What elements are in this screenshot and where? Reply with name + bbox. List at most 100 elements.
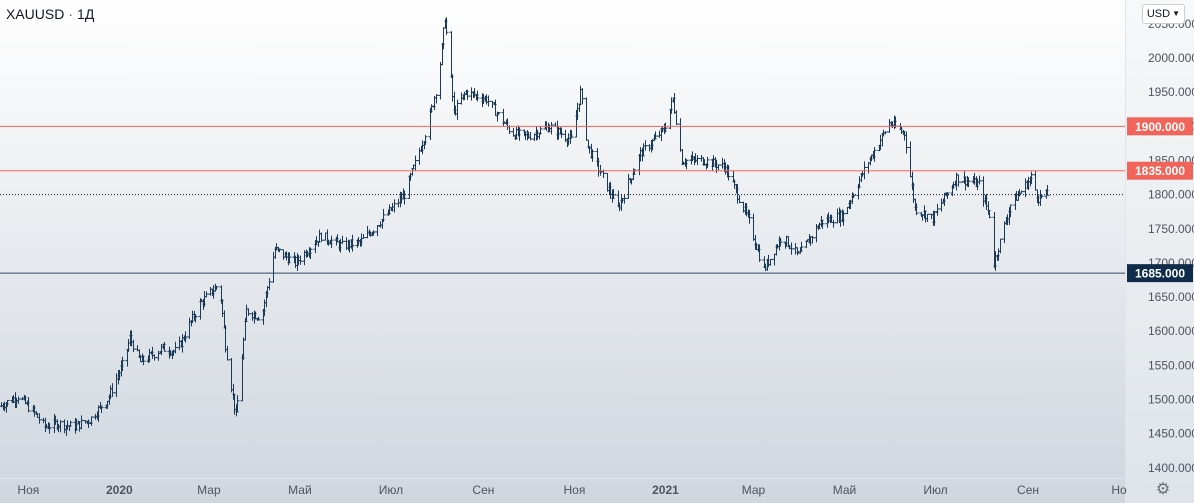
- ohlc-bar: [851, 193, 856, 198]
- ohlc-bar: [1019, 190, 1024, 194]
- ohlc-bar: [177, 336, 182, 351]
- y-tick-label: 1800.000: [1148, 188, 1194, 202]
- gear-icon[interactable]: ⚙: [1155, 481, 1171, 498]
- ohlc-bar: [672, 92, 677, 115]
- ohlc-bar: [789, 242, 794, 255]
- ohlc-bar: [450, 74, 455, 102]
- ohlc-bar: [256, 316, 261, 321]
- ohlc-bar: [126, 338, 131, 352]
- x-tick-label: 2021: [652, 483, 679, 497]
- ohlc-bar: [5, 400, 10, 407]
- x-tick-label: Май: [288, 483, 312, 497]
- ohlc-bar: [1008, 204, 1013, 218]
- ohlc-bar: [945, 192, 950, 200]
- ohlc-bar: [423, 134, 428, 145]
- ohlc-bar: [820, 219, 825, 229]
- ohlc-bar: [695, 155, 700, 166]
- ohlc-bar: [799, 241, 804, 252]
- ohlc-bar: [26, 397, 31, 413]
- ohlc-bar: [308, 247, 313, 260]
- ohlc-bar: [496, 112, 501, 116]
- ohlc-bar: [841, 210, 846, 226]
- chevron-down-icon: ▼: [1172, 9, 1180, 18]
- ohlc-bar: [208, 287, 213, 296]
- y-tick-label: 1550.000: [1148, 358, 1194, 372]
- ohlc-bar: [79, 415, 84, 430]
- x-tick-label: 2020: [106, 483, 133, 497]
- candle-series: [0, 17, 1050, 436]
- ohlc-bar: [469, 87, 474, 101]
- ohlc-bar: [569, 130, 574, 139]
- ohlc-bar: [271, 251, 276, 283]
- ohlc-bar: [392, 199, 397, 213]
- ohlc-bar: [1029, 171, 1034, 184]
- ohlc-bar: [204, 291, 209, 298]
- ohlc-bar: [413, 155, 418, 171]
- ohlc-bar: [810, 235, 815, 244]
- ohlc-bar: [317, 229, 322, 243]
- ohlc-bar: [584, 97, 589, 141]
- ohlc-bar: [141, 355, 146, 366]
- ohlc-bar: [605, 172, 610, 192]
- ohlc-bar: [37, 413, 42, 424]
- ohlc-bar: [501, 108, 506, 127]
- ohlc-bar: [768, 258, 773, 266]
- x-tick-label: Июл: [379, 483, 403, 497]
- ohlc-bar: [578, 85, 583, 106]
- currency-selector-button[interactable]: USD ▼: [1141, 4, 1185, 24]
- ohlc-bar: [883, 131, 888, 135]
- ohlc-bar: [99, 405, 104, 414]
- y-tick-label: 1650.000: [1148, 290, 1194, 304]
- ohlc-bar: [240, 354, 245, 402]
- x-tick-label: Сен: [472, 483, 494, 497]
- currency-label: USD: [1146, 8, 1171, 20]
- ohlc-bar: [277, 248, 282, 253]
- ohlc-bar: [449, 31, 454, 78]
- ohlc-bar: [549, 121, 554, 135]
- ohlc-bar: [434, 94, 439, 104]
- ohlc-bar: [486, 95, 491, 107]
- ohlc-bar: [229, 357, 234, 393]
- ohlc-bar: [62, 419, 67, 434]
- ohlc-bar: [225, 345, 230, 361]
- ohlc-bar: [778, 237, 783, 247]
- ohlc-bar: [1045, 184, 1050, 196]
- ohlc-bar: [726, 165, 731, 181]
- ohlc-bar: [528, 131, 533, 141]
- ohlc-bar: [350, 234, 355, 252]
- x-tick-label: Мар: [197, 483, 221, 497]
- ohlc-bar: [559, 127, 564, 139]
- ohlc-bar: [444, 17, 449, 35]
- ohlc-bar: [1002, 221, 1007, 244]
- price-badge: [1127, 117, 1193, 136]
- ohlc-bar: [235, 395, 240, 413]
- ohlc-bar: [162, 342, 167, 352]
- ohlc-bar: [772, 253, 777, 266]
- x-tick-label: Мар: [742, 483, 766, 497]
- x-tick-label: Ноя: [17, 483, 39, 497]
- y-tick-label: 1950.000: [1148, 85, 1194, 99]
- ohlc-bar: [173, 341, 178, 354]
- ohlc-bar: [323, 232, 328, 241]
- ohlc-bar: [455, 99, 460, 120]
- ohlc-bar: [956, 174, 961, 187]
- ohlc-bar: [438, 62, 443, 100]
- ohlc-bar: [193, 314, 198, 323]
- y-tick-label: 2000.000: [1148, 51, 1194, 65]
- ohlc-bar: [381, 209, 386, 223]
- ohlc-bar: [622, 194, 627, 204]
- ohlc-bar: [120, 356, 125, 372]
- ohlc-bar: [183, 331, 188, 343]
- ohlc-bar: [632, 168, 637, 175]
- ohlc-bar: [935, 203, 940, 216]
- ohlc-bar: [361, 233, 366, 240]
- x-tick-label: Но: [1111, 483, 1127, 497]
- price-badge-label: 1900.000: [1135, 120, 1185, 134]
- ohlc-bar: [68, 420, 73, 427]
- ohlc-bar: [281, 249, 286, 260]
- ohlc-bar: [716, 164, 721, 171]
- price-scale-background: [1125, 0, 1194, 503]
- ohlc-bar: [1039, 194, 1044, 199]
